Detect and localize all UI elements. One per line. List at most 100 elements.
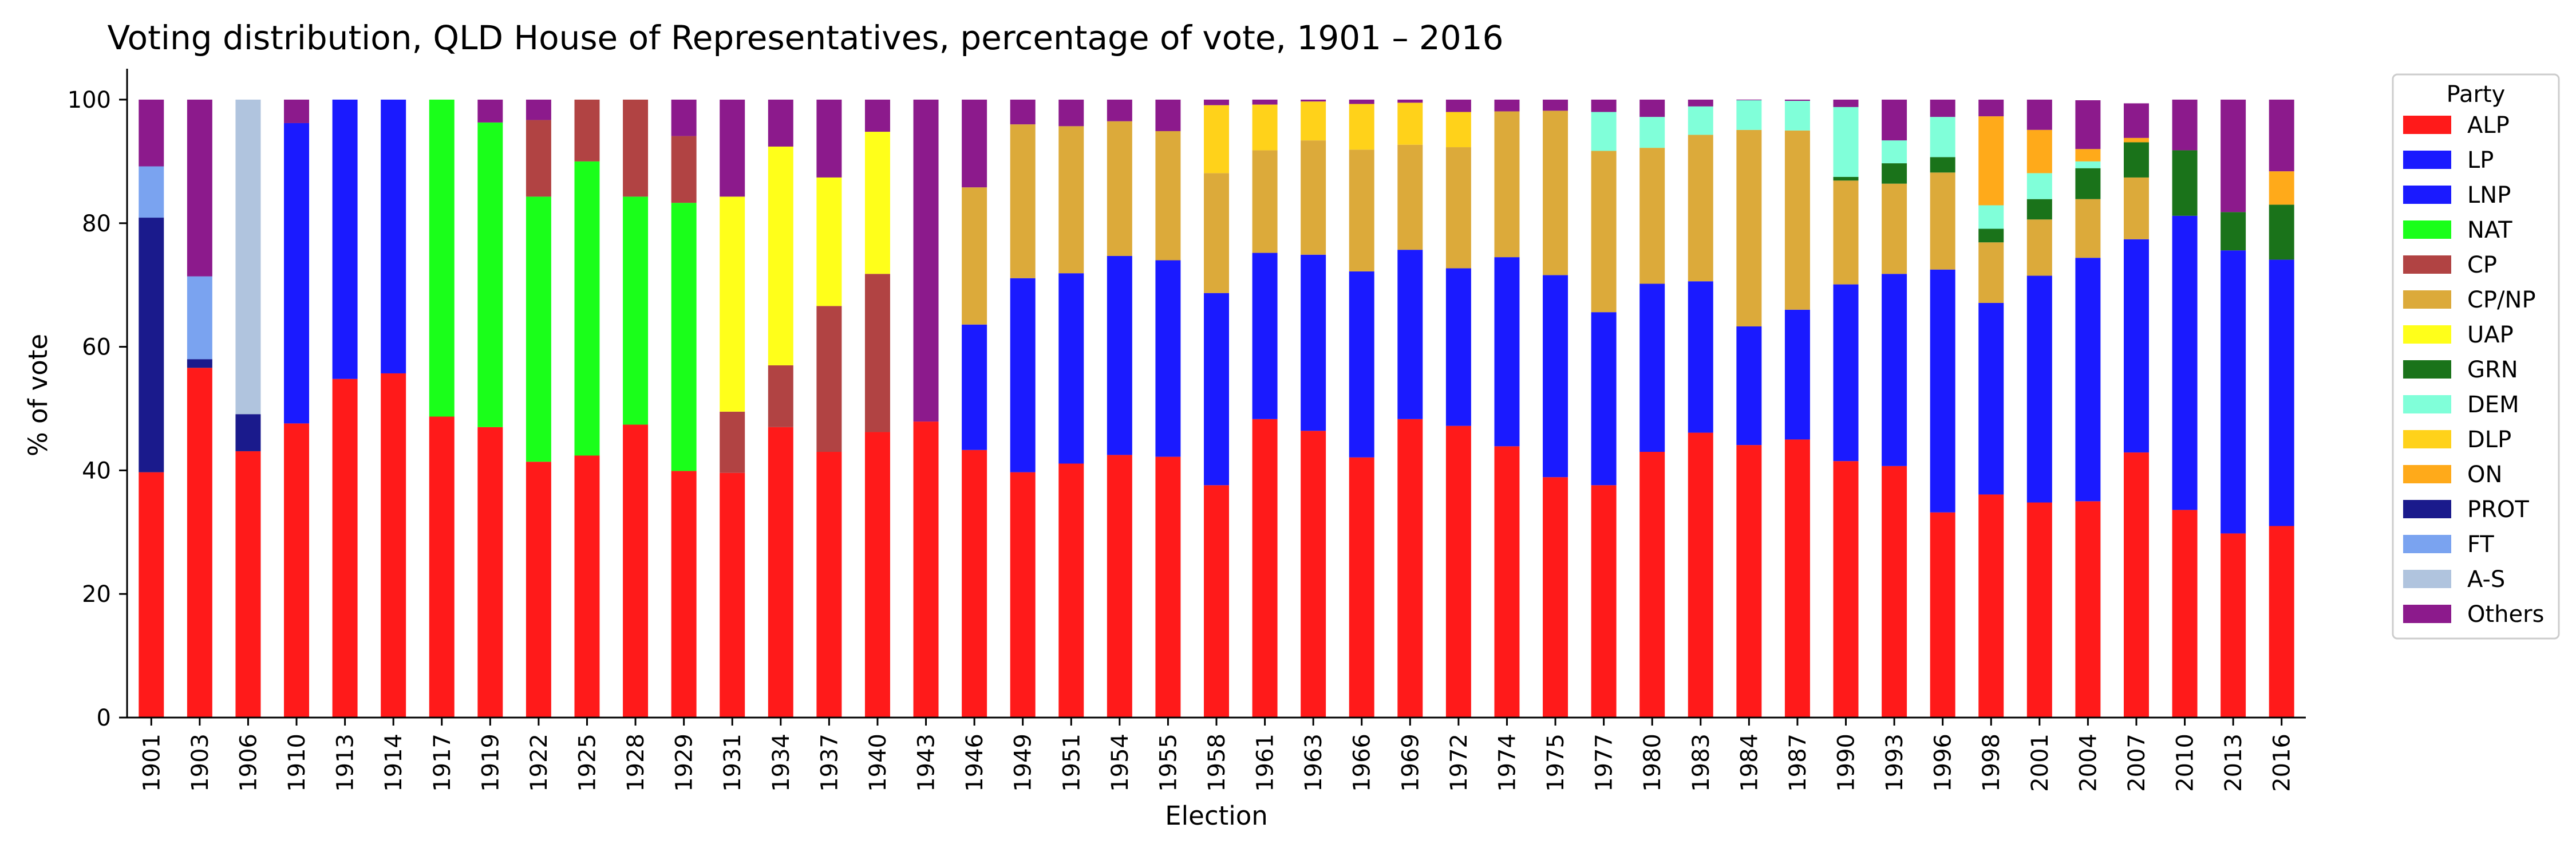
bar-ALP-1972 xyxy=(1445,425,1471,718)
bar-Others-2013 xyxy=(2221,99,2246,212)
bar-GRN-1996 xyxy=(1930,157,1955,173)
bar-LP-1983 xyxy=(1688,281,1713,433)
bar-CP/NP-1987 xyxy=(1784,130,1810,310)
bar-LP-1910 xyxy=(284,123,310,424)
bar-ALP-1954 xyxy=(1107,455,1132,718)
bar-CP/NP-1961 xyxy=(1252,150,1278,253)
x-tick-label: 1901 xyxy=(139,734,165,792)
x-tick-label: 2013 xyxy=(2221,734,2247,792)
bar-ALP-1949 xyxy=(1010,472,1036,718)
legend: Party ALP LP LNP NAT CP CP/NP UAP GRN DEM DLP ON PRO… xyxy=(2392,73,2560,640)
bar-ALP-1925 xyxy=(574,455,600,718)
legend-swatch-LP xyxy=(2403,151,2451,169)
x-tick-label: 1937 xyxy=(816,734,843,792)
bar-Others-1974 xyxy=(1494,99,1520,112)
x-tick-label: 1963 xyxy=(1301,734,1327,792)
bar-ALP-1913 xyxy=(332,379,358,718)
bar-Others-1975 xyxy=(1543,99,1568,111)
x-tick-label: 1946 xyxy=(962,734,988,792)
x-axis-label: Election xyxy=(1165,801,1268,831)
bar-ALP-2007 xyxy=(2123,452,2149,718)
bar-CP/NP-2007 xyxy=(2123,177,2149,239)
legend-swatch-ALP xyxy=(2403,116,2451,134)
bar-FT-1903 xyxy=(187,276,212,360)
bar-Others-1929 xyxy=(671,99,697,136)
bar-ALP-1969 xyxy=(1397,419,1423,718)
bar-LP-1913 xyxy=(332,99,358,379)
x-tick-label: 1925 xyxy=(574,734,600,792)
x-tick-label: 1914 xyxy=(381,734,407,792)
bar-ALP-1958 xyxy=(1204,485,1229,718)
bar-Others-2007 xyxy=(2123,103,2149,138)
bar-LP-2007 xyxy=(2123,239,2149,453)
x-tick-label: 1974 xyxy=(1494,734,1520,792)
bar-NAT-1925 xyxy=(574,161,600,456)
bar-ALP-1975 xyxy=(1543,477,1568,718)
bar-Others-1958 xyxy=(1204,99,1229,105)
bar-GRN-2013 xyxy=(2221,212,2246,251)
bar-NAT-1922 xyxy=(526,196,551,462)
bar-PROT-1903 xyxy=(187,359,212,368)
y-tick-label: 80 xyxy=(82,211,111,237)
y-axis: 0 20 40 60 80 100 xyxy=(68,69,128,731)
bar-CP/NP-1946 xyxy=(962,187,987,325)
legend-label-DLP: DLP xyxy=(2467,427,2511,453)
bar-ALP-1934 xyxy=(768,427,793,718)
bar-GRN-2016 xyxy=(2269,204,2294,260)
x-tick-label: 1961 xyxy=(1253,734,1279,792)
bar-LP-1996 xyxy=(1930,269,1955,513)
x-tick-label: 1998 xyxy=(1978,734,2005,792)
bar-ALP-1987 xyxy=(1784,439,1810,718)
bar-LP-1961 xyxy=(1252,253,1278,419)
bar-UAP-1940 xyxy=(864,132,890,274)
bar-LP-1993 xyxy=(1882,274,1907,466)
bar-stacks xyxy=(139,99,2294,718)
bar-DLP-1958 xyxy=(1204,105,1229,174)
bar-NAT-1928 xyxy=(623,196,649,425)
bar-DLP-1966 xyxy=(1349,104,1374,150)
bar-ALP-1993 xyxy=(1882,466,1907,718)
bar-Others-1951 xyxy=(1058,99,1084,127)
bar-ON-2001 xyxy=(2026,129,2052,174)
bar-ALP-1961 xyxy=(1252,419,1278,718)
bar-ALP-1983 xyxy=(1688,432,1713,718)
bar-CP-1925 xyxy=(574,99,600,161)
x-tick-label: 1990 xyxy=(1834,734,1860,792)
bar-CP/NP-1975 xyxy=(1543,111,1568,275)
legend-label-CP/NP: CP/NP xyxy=(2467,287,2536,313)
bar-Others-1969 xyxy=(1397,99,1423,103)
legend-swatch-A-S xyxy=(2403,570,2451,588)
bar-Others-1901 xyxy=(139,99,164,167)
bar-ALP-1928 xyxy=(623,424,649,718)
bar-ALP-1998 xyxy=(1978,494,2004,718)
bar-LP-1987 xyxy=(1784,309,1810,440)
bar-Others-1954 xyxy=(1107,99,1132,121)
bar-ALP-1966 xyxy=(1349,457,1374,718)
x-tick-label: 1980 xyxy=(1639,734,1666,792)
bar-LP-1975 xyxy=(1543,275,1568,478)
bar-ALP-1963 xyxy=(1301,431,1326,718)
x-tick-label: 2001 xyxy=(2027,734,2053,792)
bar-Others-1943 xyxy=(913,99,939,422)
legend-label-GRN: GRN xyxy=(2467,357,2518,383)
bar-LP-1984 xyxy=(1736,326,1762,446)
x-tick-label: 2004 xyxy=(2075,734,2101,792)
bar-CP/NP-1966 xyxy=(1349,149,1374,271)
x-tick-label: 1917 xyxy=(429,734,456,792)
x-tick-label: 1972 xyxy=(1446,734,1472,792)
legend-frame xyxy=(2392,73,2560,640)
bar-LNP-2010 xyxy=(2172,215,2198,510)
bar-Others-1949 xyxy=(1010,99,1036,125)
bar-DEM-1990 xyxy=(1833,107,1859,177)
bar-Others-1980 xyxy=(1639,99,1665,117)
bar-LP-1963 xyxy=(1301,254,1326,431)
x-tick-label: 1922 xyxy=(526,734,552,792)
legend-label-NAT: NAT xyxy=(2467,217,2512,243)
bar-LP-1974 xyxy=(1494,257,1520,447)
legend-swatch-DLP xyxy=(2403,430,2451,448)
x-tick-label: 1969 xyxy=(1397,734,1424,792)
bar-DEM-1996 xyxy=(1930,117,1955,157)
legend-label-LNP: LNP xyxy=(2467,182,2511,208)
bar-LP-1955 xyxy=(1155,260,1181,457)
bar-CP/NP-1990 xyxy=(1833,180,1859,285)
